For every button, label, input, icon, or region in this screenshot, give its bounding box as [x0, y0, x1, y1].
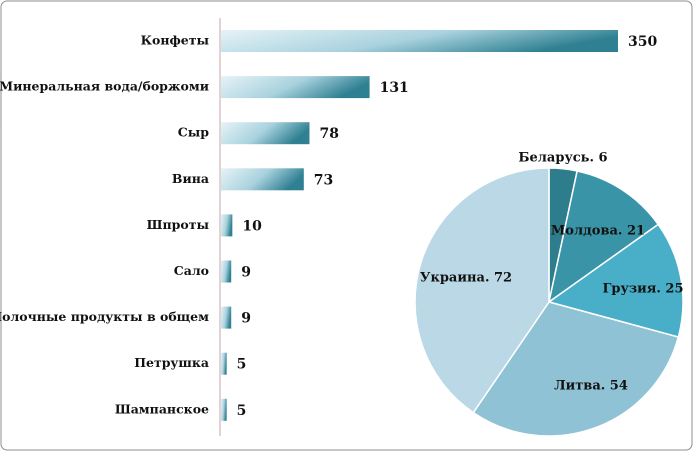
- category-label: Сало: [174, 263, 209, 278]
- bar: [221, 76, 370, 99]
- slice-label: Молдова. 21: [551, 224, 645, 239]
- category-label: Молочные продукты в общем: [0, 309, 209, 324]
- bar: [221, 168, 304, 191]
- pie-slice: [414, 167, 550, 414]
- pie-slice: [547, 223, 684, 338]
- bar: [221, 306, 232, 329]
- bar: [221, 260, 232, 283]
- slice-label: Грузия. 25: [602, 282, 683, 297]
- value-label: 78: [319, 126, 338, 142]
- value-label: 9: [241, 265, 251, 281]
- category-label: Шпроты: [147, 217, 210, 232]
- value-label: 131: [380, 80, 409, 96]
- bar: [221, 214, 233, 237]
- bar: [221, 352, 227, 375]
- category-label: Минеральная вода/боржоми: [0, 79, 209, 94]
- bar: [221, 398, 227, 421]
- value-label: 73: [314, 172, 333, 188]
- category-label: Сыр: [178, 125, 209, 140]
- slice-label: Беларусь. 6: [518, 151, 607, 166]
- category-label: Конфеты: [141, 33, 210, 48]
- value-label: 350: [628, 34, 657, 50]
- slice-label: Литва. 54: [554, 379, 628, 394]
- pie-slice: [472, 301, 680, 437]
- category-label: Шампанское: [115, 401, 209, 416]
- bar: [221, 122, 310, 145]
- value-label: 5: [237, 357, 247, 373]
- category-label: Петрушка: [134, 355, 209, 370]
- value-label: 9: [241, 311, 251, 327]
- category-label: Вина: [172, 171, 209, 186]
- value-label: 5: [237, 403, 247, 419]
- pie-slice: [547, 170, 660, 304]
- value-label: 10: [242, 218, 262, 234]
- bar: [221, 30, 618, 52]
- slice-label: Украина. 72: [420, 271, 512, 286]
